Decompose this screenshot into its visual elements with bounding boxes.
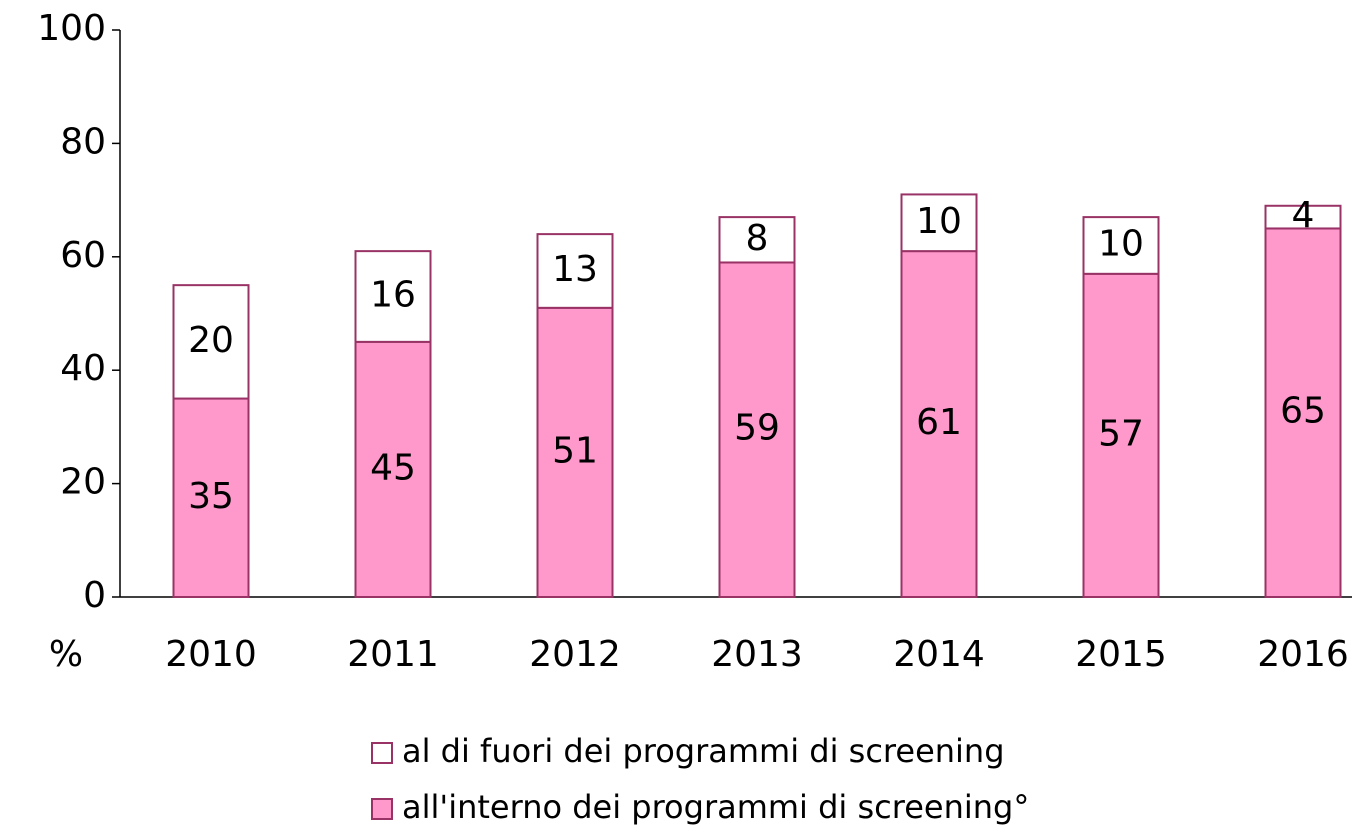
- data-label: 16: [370, 274, 416, 315]
- y-tick-label: 80: [60, 121, 106, 162]
- legend-label: all'interno dei programmi di screening°: [402, 788, 1029, 826]
- data-label: 51: [552, 430, 598, 471]
- data-label: 45: [370, 447, 416, 488]
- bar-segment: [900, 193, 978, 253]
- y-tick-label: 40: [60, 348, 106, 389]
- data-label: 10: [1098, 223, 1144, 264]
- y-tick-label: 20: [60, 462, 106, 503]
- data-label: 35: [188, 476, 234, 517]
- legend-swatch: [371, 742, 393, 764]
- x-tick-label: 2010: [165, 634, 257, 675]
- bar-segment: [1264, 227, 1342, 598]
- data-label: 13: [552, 249, 598, 290]
- data-label: 65: [1280, 391, 1326, 432]
- data-label: 8: [746, 218, 769, 259]
- bar-segment: [354, 340, 432, 598]
- data-label: 59: [734, 408, 780, 449]
- data-label: 20: [188, 320, 234, 361]
- legend-swatch: [371, 798, 393, 820]
- bar-segment: [1264, 204, 1342, 230]
- bar-segment: [1082, 272, 1160, 598]
- bar-segment: [1082, 216, 1160, 275]
- bar-segment: [718, 216, 796, 264]
- y-tick-label: 60: [60, 235, 106, 276]
- bar-segment: [900, 250, 978, 598]
- x-tick-label: 2013: [711, 634, 803, 675]
- data-label: 4: [1292, 195, 1315, 236]
- x-tick-label: 2015: [1075, 634, 1167, 675]
- bar-segment: [536, 306, 614, 598]
- y-tick-label: 100: [37, 8, 106, 49]
- x-tick-label: 2014: [893, 634, 985, 675]
- x-tick-label: 2016: [1257, 634, 1349, 675]
- data-label: 10: [916, 201, 962, 242]
- data-label: 57: [1098, 413, 1144, 454]
- x-tick-label: 2011: [347, 634, 439, 675]
- bar-segment: [536, 233, 614, 309]
- x-tick-label: 2012: [529, 634, 621, 675]
- legend-label: al di fuori dei programmi di screening: [402, 732, 1005, 770]
- bar-segment: [172, 284, 250, 400]
- bar-segment: [354, 250, 432, 343]
- data-label: 61: [916, 402, 962, 443]
- bar-segment: [172, 397, 250, 598]
- y-tick-label: 0: [83, 575, 106, 616]
- y-unit-label: %: [49, 634, 83, 675]
